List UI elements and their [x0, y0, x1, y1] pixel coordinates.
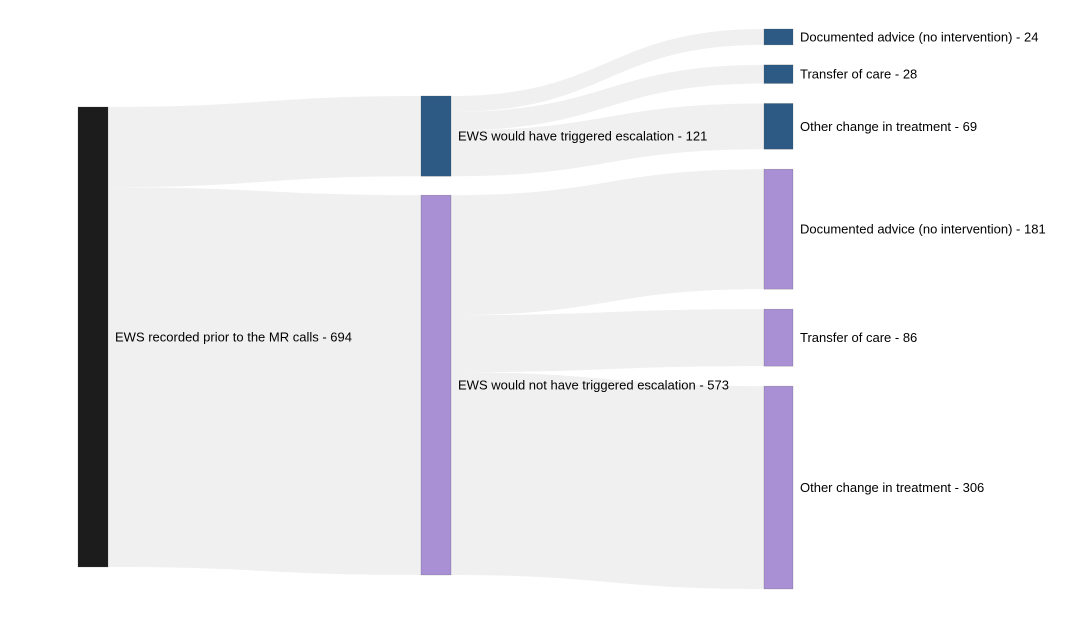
- sankey-link-would-trigger-to-other-esc[interactable]: [451, 103, 764, 177]
- sankey-link-would-trigger-to-doc-advice-esc[interactable]: [451, 29, 764, 112]
- sankey-node-doc-advice-esc[interactable]: [763, 28, 794, 46]
- sankey-node-transfer-noesc[interactable]: [763, 308, 794, 367]
- sankey-node-transfer-esc[interactable]: [763, 64, 794, 84]
- sankey-node-label-other-esc: Other change in treatment - 69: [800, 119, 977, 134]
- sankey-link-would-not-trigger-to-doc-advice-noesc[interactable]: [451, 169, 764, 316]
- sankey-node-label-transfer-esc: Transfer of care - 28: [800, 67, 917, 82]
- sankey-node-label-other-noesc: Other change in treatment - 306: [800, 480, 984, 495]
- sankey-link-ews-recorded-to-would-trigger[interactable]: [108, 96, 421, 188]
- sankey-link-would-not-trigger-to-transfer-noesc[interactable]: [451, 309, 764, 373]
- sankey-node-would-not-trigger[interactable]: [420, 194, 452, 576]
- sankey-node-label-doc-advice-esc: Documented advice (no intervention) - 24: [800, 30, 1038, 45]
- sankey-node-label-ews-recorded: EWS recorded prior to the MR calls - 694: [115, 330, 352, 345]
- sankey-link-would-not-trigger-to-other-noesc[interactable]: [451, 372, 764, 589]
- sankey-node-ews-recorded[interactable]: [77, 106, 109, 568]
- sankey-node-other-noesc[interactable]: [763, 385, 794, 590]
- sankey-link-ews-recorded-to-would-not-trigger[interactable]: [108, 187, 421, 575]
- sankey-node-label-doc-advice-noesc: Documented advice (no intervention) - 18…: [800, 222, 1046, 237]
- sankey-node-label-would-trigger: EWS would have triggered escalation - 12…: [458, 129, 707, 144]
- sankey-node-label-would-not-trigger: EWS would not have triggered escalation …: [458, 378, 729, 393]
- sankey-node-label-transfer-noesc: Transfer of care - 86: [800, 330, 917, 345]
- sankey-node-other-esc[interactable]: [763, 103, 794, 150]
- sankey-node-doc-advice-noesc[interactable]: [763, 168, 794, 290]
- sankey-node-would-trigger[interactable]: [420, 95, 452, 177]
- sankey-link-would-trigger-to-transfer-esc[interactable]: [451, 64, 764, 131]
